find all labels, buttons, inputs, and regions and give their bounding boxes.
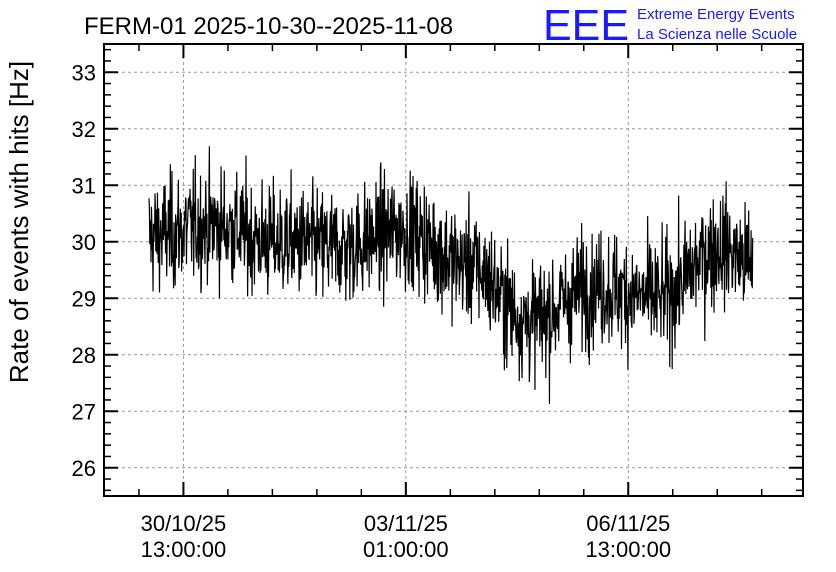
axis-ticks (104, 44, 803, 496)
x-tick-label-date: 30/10/25 (141, 511, 227, 536)
y-tick-label: 33 (72, 60, 96, 85)
eee-logo: EEE Extreme Energy Events La Scienza nel… (543, 1, 797, 50)
data-series (148, 146, 754, 404)
y-tick-label: 29 (72, 286, 96, 311)
eee-logo-line2: La Scienza nelle Scuole (637, 26, 797, 43)
y-tick-label: 26 (72, 456, 96, 481)
eee-logo-mark: EEE (543, 1, 629, 50)
x-tick-label-date: 06/11/25 (586, 511, 670, 536)
x-tick-label-time: 13:00:00 (141, 537, 227, 562)
eee-logo-line1: Extreme Energy Events (637, 6, 795, 23)
y-tick-label: 32 (72, 117, 96, 142)
x-tick-label-time: 01:00:00 (363, 537, 449, 562)
chart-title: FERM-01 2025-10-30--2025-11-08 (84, 13, 453, 40)
plot-frame (103, 43, 804, 497)
rate-series-line (148, 146, 754, 404)
tick-labels: 262728293031323330/10/2513:00:0003/11/25… (72, 60, 672, 562)
y-tick-label: 31 (72, 173, 96, 198)
y-tick-label: 28 (72, 343, 96, 368)
x-tick-label-time: 13:00:00 (585, 537, 671, 562)
y-axis-label: Rate of events with hits [Hz] (4, 61, 34, 383)
y-tick-label: 30 (72, 230, 96, 255)
x-tick-label-date: 03/11/25 (364, 511, 448, 536)
y-tick-label: 27 (72, 399, 96, 424)
